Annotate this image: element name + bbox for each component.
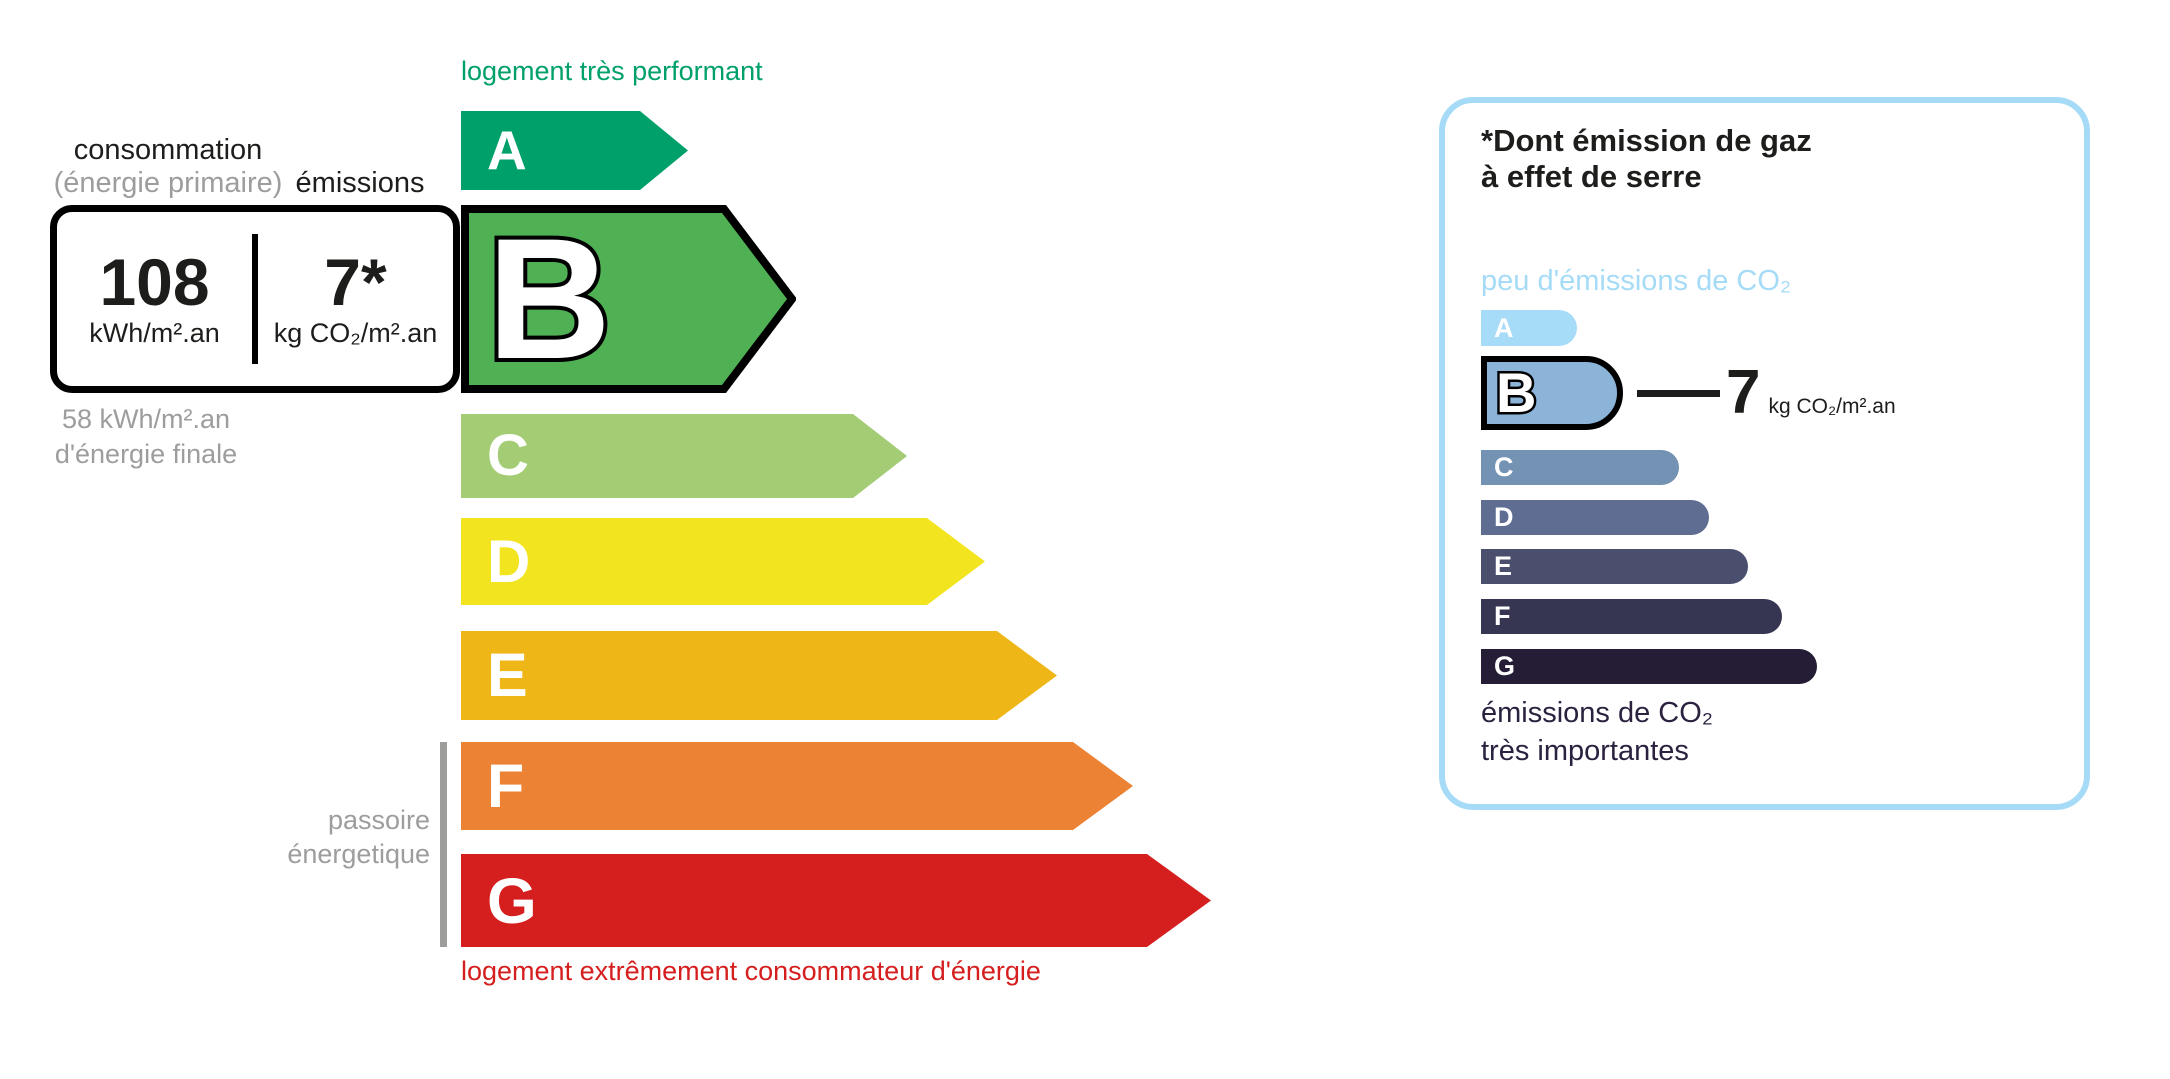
energy-class-d-arrow: D <box>461 518 985 605</box>
ghg-title-line1: *Dont émission de gaz <box>1481 123 1812 158</box>
high-emissions-line2: très importantes <box>1481 734 1689 767</box>
co2-value-unit: kg CO₂/m².an <box>1768 395 1896 418</box>
energy-class-b-arrow: B <box>461 205 796 393</box>
class-letter: A <box>1494 312 1514 343</box>
energy-class-e-arrow: E <box>461 631 1057 720</box>
consumption-cell: 108 kWh/m².an <box>57 212 252 386</box>
final-energy-note: 58 kWh/m².an d'énergie finale <box>0 402 292 472</box>
class-letter: D <box>487 527 531 595</box>
co2-class-f-bar: F <box>1481 599 1782 634</box>
class-letter: F <box>1494 601 1511 631</box>
ghg-panel: *Dont émission de gaz à effet de serre p… <box>1439 97 2090 810</box>
energy-class-f-arrow: F <box>461 742 1133 830</box>
top-performance-label: logement très performant <box>461 56 763 86</box>
class-letter: B <box>483 203 615 395</box>
high-emissions-label: émissions de CO₂ très importantes <box>1481 695 1713 770</box>
class-letter: D <box>1494 502 1514 532</box>
energy-class-a-arrow: A <box>461 111 688 190</box>
energy-sieve-rule <box>440 742 447 947</box>
rating-box: 108 kWh/m².an 7* kg CO₂/m².an <box>50 205 460 393</box>
energy-class-g-arrow: G <box>461 854 1211 947</box>
high-emissions-line1: émissions de CO₂ <box>1481 697 1714 729</box>
class-letter: C <box>487 423 529 488</box>
low-emissions-label: peu d'émissions de CO₂ <box>1481 265 1792 297</box>
class-letter: F <box>487 751 525 820</box>
class-letter: C <box>1494 452 1514 482</box>
emissions-cell: 7* kg CO₂/m².an <box>258 212 453 386</box>
class-letter: G <box>487 864 537 937</box>
energy-sieve-label: passoire énergetique <box>128 804 430 872</box>
emissions-label: émissions <box>295 167 425 199</box>
co2-class-c-bar: C <box>1481 450 1679 485</box>
co2-class-a-bar: A <box>1481 310 1577 346</box>
co2-scale: A B 7 kg CO₂/m².an C D E F G <box>1481 103 2081 803</box>
class-letter: A <box>487 119 527 181</box>
ghg-title-line2: à effet de serre <box>1481 159 1702 195</box>
co2-class-b-bar: B <box>1481 356 1623 430</box>
emissions-unit: kg CO₂/m².an <box>273 318 438 348</box>
energy-sieve-line2: énergetique <box>287 838 430 869</box>
co2-value-group: 7 kg CO₂/m².an <box>1726 362 1896 424</box>
value-connector-line <box>1637 389 1720 397</box>
class-arrow-shape <box>461 205 796 393</box>
ghg-panel-title: *Dont émission de gaz à effet de serre <box>1481 123 1812 196</box>
consumption-value: 108 <box>99 245 210 319</box>
energy-class-c-arrow: C <box>461 414 907 498</box>
energy-sieve-line1: passoire <box>327 805 430 835</box>
co2-class-e-bar: E <box>1481 549 1748 584</box>
box-divider <box>252 234 258 364</box>
consumption-header: consommation (énergie primaire) <box>22 134 314 201</box>
consumption-label: consommation <box>73 134 263 166</box>
consumption-unit: kWh/m².an <box>89 318 220 348</box>
co2-class-g-bar: G <box>1481 649 1817 684</box>
final-energy-line2: d'énergie finale <box>54 439 238 470</box>
class-letter: G <box>1494 651 1516 681</box>
co2-class-b-row: B 7 kg CO₂/m².an <box>1481 356 1896 430</box>
co2-class-d-bar: D <box>1481 500 1709 535</box>
high-consumption-label: logement extrêmement consommateur d'éner… <box>461 956 1041 986</box>
emissions-value: 7* <box>324 245 387 319</box>
class-letter: E <box>487 641 528 709</box>
final-energy-line1: 58 kWh/m².an <box>61 404 231 434</box>
class-letter: B <box>1493 361 1538 424</box>
class-letter: E <box>1494 551 1513 581</box>
co2-value: 7 <box>1726 358 1761 427</box>
primary-energy-sublabel: (énergie primaire) <box>53 167 283 200</box>
